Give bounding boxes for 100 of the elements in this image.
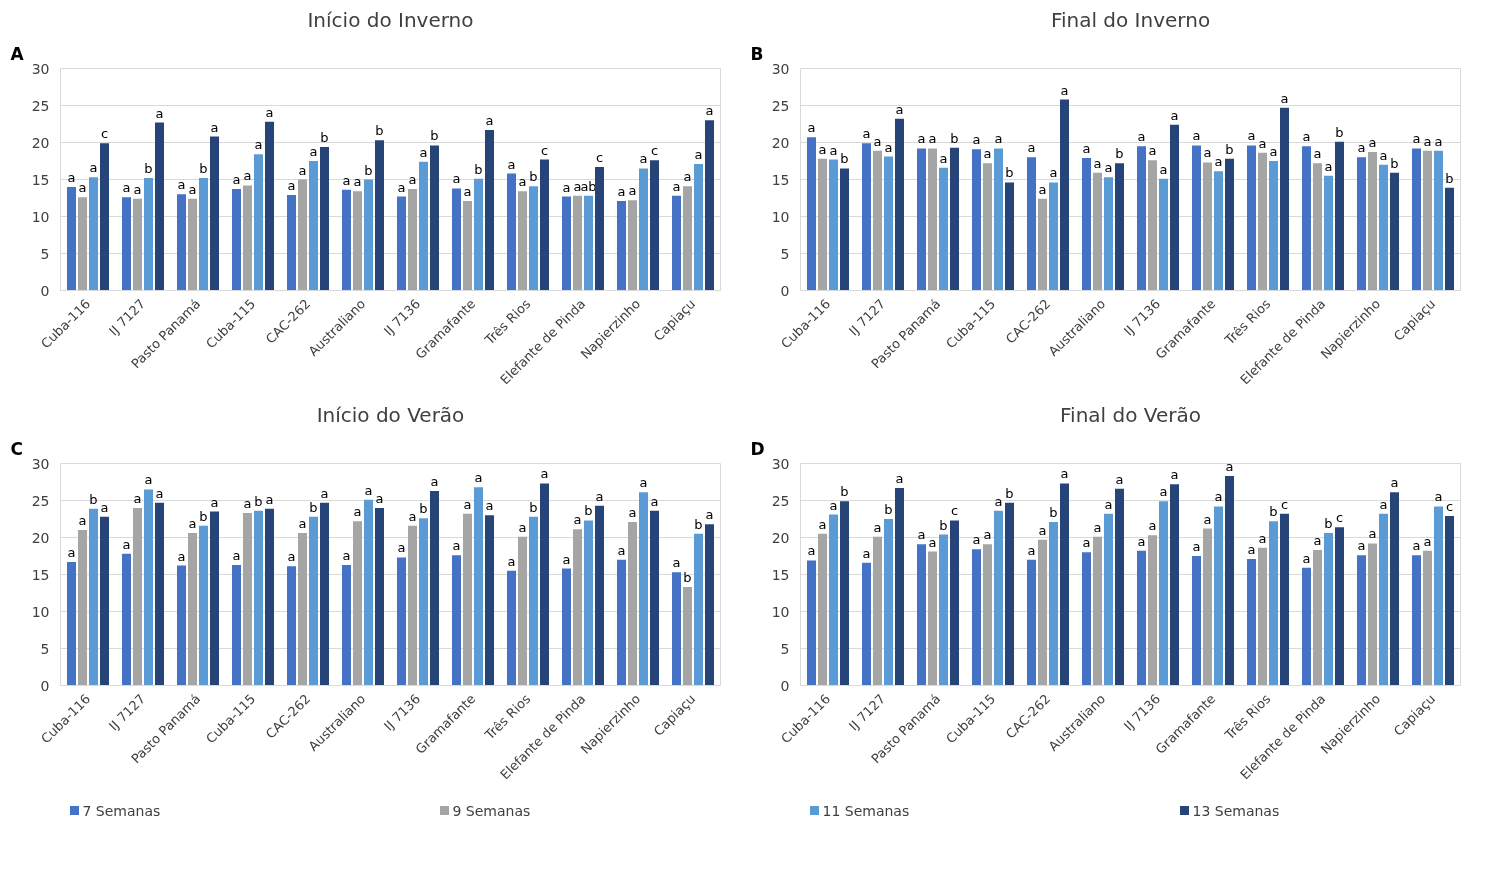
data-label: a xyxy=(265,491,274,507)
data-label: a xyxy=(1170,107,1179,123)
data-label: b xyxy=(694,516,703,532)
data-label: a xyxy=(463,496,472,512)
data-label: a xyxy=(917,131,926,147)
data-label: b xyxy=(1269,504,1278,520)
data-label: a xyxy=(873,133,882,149)
data-label: a xyxy=(972,132,981,148)
data-label: b xyxy=(1324,516,1333,532)
data-label: a xyxy=(807,120,816,136)
data-label: a xyxy=(1357,538,1366,554)
data-label: a xyxy=(639,475,648,491)
data-label: b xyxy=(683,570,692,586)
data-label: a xyxy=(298,516,307,532)
data-label: a xyxy=(1038,181,1047,197)
data-label: a xyxy=(1390,475,1399,491)
data-label: b xyxy=(884,502,893,517)
y-tick-label: 25 xyxy=(31,97,50,114)
data-label: a xyxy=(188,181,197,197)
data-label: a xyxy=(628,183,637,199)
data-label: b xyxy=(199,508,208,524)
data-label: a xyxy=(705,103,714,119)
data-label: a xyxy=(1192,539,1201,554)
data-label: b xyxy=(939,517,948,533)
data-label: a xyxy=(829,142,838,158)
chart-title: Início do Inverno xyxy=(307,7,474,32)
data-label: a xyxy=(994,131,1003,147)
data-label: a xyxy=(595,488,604,504)
data-label: c xyxy=(1445,499,1454,515)
data-label: a xyxy=(375,490,384,506)
data-label: a xyxy=(1159,161,1168,177)
chart-title: Final do Verão xyxy=(1060,402,1201,427)
data-label: a xyxy=(1027,542,1036,558)
data-label: a xyxy=(254,137,263,153)
data-label: a xyxy=(939,150,948,166)
data-label: a xyxy=(353,504,362,520)
data-label: a xyxy=(1203,145,1212,161)
data-label: a xyxy=(1203,511,1212,527)
data-label: a xyxy=(672,178,681,194)
data-label: a xyxy=(243,168,252,184)
data-label: a xyxy=(1313,533,1322,549)
data-label: c xyxy=(1335,510,1344,526)
data-label: a xyxy=(928,131,937,147)
data-label: a xyxy=(78,513,87,529)
legend-label: 9 Semanas xyxy=(452,802,531,819)
data-label: a xyxy=(100,499,109,515)
y-tick-label: 30 xyxy=(771,60,790,77)
data-label: a xyxy=(972,532,981,548)
y-tick-label: 10 xyxy=(31,208,50,225)
text: C xyxy=(10,438,23,459)
data-label: a xyxy=(419,144,428,160)
data-label: a xyxy=(67,544,76,560)
data-label: a xyxy=(650,493,659,509)
data-label: a xyxy=(155,485,164,501)
data-label: a xyxy=(1368,526,1377,542)
data-label: a xyxy=(397,540,406,556)
data-label: a xyxy=(562,551,571,567)
data-label: a xyxy=(309,144,318,159)
data-label: a xyxy=(243,496,252,512)
data-label: a xyxy=(994,493,1003,509)
y-tick-label: 15 xyxy=(31,566,50,583)
data-label: a xyxy=(562,179,571,195)
data-label: a xyxy=(639,151,648,167)
data-label: b xyxy=(1335,124,1344,140)
y-tick-label: 20 xyxy=(771,529,790,546)
data-label: a xyxy=(1302,129,1311,145)
data-label: a xyxy=(507,156,516,172)
data-label: a xyxy=(1148,518,1157,534)
data-label: a xyxy=(122,180,131,196)
data-label: a xyxy=(1170,467,1179,483)
legend-label: 11 Semanas xyxy=(822,802,910,819)
data-label: a xyxy=(67,169,76,185)
legend-label: 13 Semanas xyxy=(1192,802,1280,819)
chart-title: Final do Inverno xyxy=(1050,7,1211,32)
data-label: a xyxy=(1137,129,1146,145)
data-label: a xyxy=(133,181,142,197)
data-label: a xyxy=(232,172,241,188)
data-label: a xyxy=(210,119,219,135)
data-label: a xyxy=(1225,459,1234,475)
data-label: a xyxy=(518,174,527,190)
data-label: a xyxy=(188,516,197,532)
y-tick-label: 5 xyxy=(780,245,790,262)
data-label: a xyxy=(144,472,153,488)
data-label: b xyxy=(320,129,329,145)
y-tick-label: 0 xyxy=(40,282,50,299)
data-label: b xyxy=(1049,504,1058,520)
data-label: a xyxy=(287,549,296,565)
data-label: a xyxy=(177,548,186,564)
data-label: b xyxy=(1445,170,1454,186)
data-label: b xyxy=(529,499,538,515)
data-label: a xyxy=(873,519,882,535)
data-label: b xyxy=(419,501,428,517)
data-label: a xyxy=(485,498,494,514)
data-label: a xyxy=(983,146,992,162)
data-label: a xyxy=(408,172,417,188)
data-label: a xyxy=(628,504,637,520)
data-label: a xyxy=(617,183,626,199)
data-label: a xyxy=(884,139,893,155)
data-label: b xyxy=(1005,165,1014,181)
data-label: a xyxy=(1434,133,1443,149)
